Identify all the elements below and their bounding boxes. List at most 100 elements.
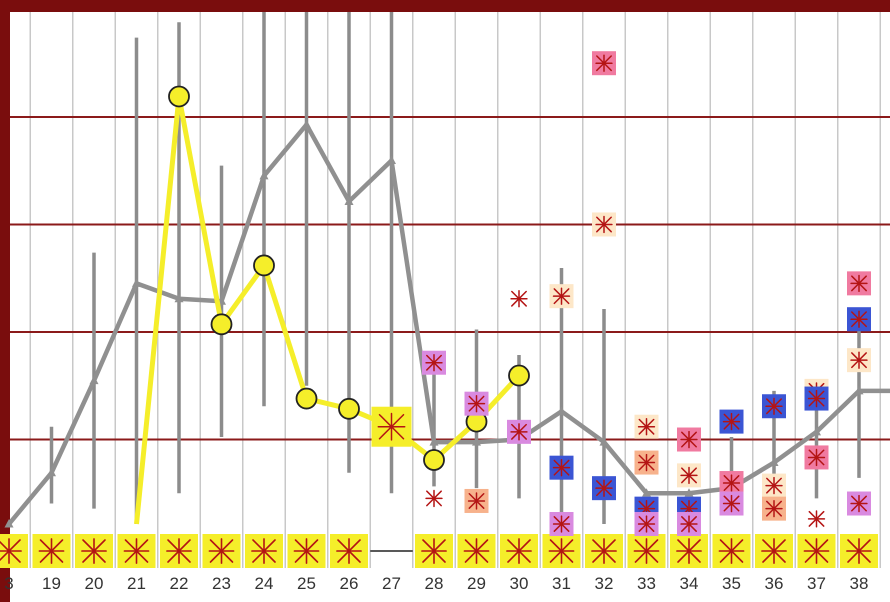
scatter-marker [549, 512, 574, 536]
series-point [174, 293, 184, 303]
scatter-marker [677, 512, 701, 536]
scatter-marker-cross [595, 54, 613, 72]
scatter-marker-cross [595, 215, 613, 234]
scatter-marker-cross [765, 397, 783, 415]
baseline-marker [585, 534, 623, 568]
scatter-marker-cross [722, 494, 741, 513]
scatter-marker-cross [722, 474, 741, 492]
baseline-marker [670, 534, 708, 568]
scatter-marker-cross [680, 430, 698, 449]
scatter-marker-cross [850, 310, 868, 328]
vertical-gridlines [29, 12, 881, 568]
scatter-marker-cross [637, 453, 656, 472]
baseline-marker [840, 534, 878, 568]
scatter-marker [719, 471, 744, 496]
x-tick-label: 19 [42, 574, 61, 593]
scatter-markers [371, 51, 871, 536]
series-point [210, 313, 233, 336]
series-point [812, 426, 821, 436]
scatter-marker-cross [637, 418, 656, 436]
scatter-marker [804, 445, 829, 470]
baseline-marker [415, 534, 453, 568]
x-tick-label: 34 [680, 574, 699, 593]
series-point [854, 385, 864, 395]
x-tick-label: 22 [170, 574, 189, 593]
baseline-marker [330, 534, 368, 568]
scatter-marker-cross [552, 287, 571, 305]
series-point [295, 387, 318, 410]
series-point [168, 85, 190, 108]
scatter-marker [677, 463, 701, 488]
scatter-marker-cross [850, 494, 868, 513]
baseline-marker [457, 534, 496, 568]
scatter-marker-cross [765, 499, 783, 518]
baseline-marker-cross [251, 538, 277, 564]
series-point [642, 488, 651, 497]
scatter-marker-cross [807, 448, 826, 467]
scatter-marker [804, 386, 829, 411]
scatter-marker-cross [552, 459, 571, 477]
scatter-marker-cross [765, 476, 783, 495]
x-tick-label: 26 [340, 574, 359, 593]
baseline-marker [755, 534, 793, 568]
x-tick-label: 31 [552, 574, 571, 593]
baseline-marker-cross [506, 538, 532, 564]
series-point [338, 397, 360, 420]
x-tick-label: 3 [4, 574, 13, 593]
scatter-marker-cross [850, 351, 868, 369]
series-point [599, 437, 609, 446]
scatter-marker [847, 348, 871, 373]
x-tick-label: 32 [595, 574, 614, 593]
scatter-marker-cross [807, 510, 826, 528]
x-tick-label: 25 [297, 574, 316, 593]
baseline-marker-cross [166, 538, 192, 564]
scatter-marker [634, 512, 659, 536]
scatter-marker [422, 350, 446, 375]
horizontal-gridlines [10, 115, 890, 441]
baseline-marker-cross [633, 538, 660, 564]
series-point [557, 406, 566, 415]
scatter-marker [804, 506, 829, 531]
scatter-marker-cross [722, 412, 741, 431]
scatter-marker [719, 409, 744, 434]
scatter-marker-cross [377, 412, 406, 441]
baseline-marker-cross [846, 538, 872, 564]
scatter-marker-cross [425, 354, 443, 372]
scatter-marker [422, 486, 446, 511]
x-tick-label: 29 [467, 574, 486, 593]
series-point [344, 196, 354, 205]
baseline-marker-cross [803, 538, 830, 564]
series-point [253, 254, 275, 277]
scatter-marker-cross [680, 466, 698, 485]
series-point [508, 364, 530, 387]
x-tick-label: 37 [807, 574, 826, 593]
scatter-marker [847, 491, 871, 516]
x-tick-label: 33 [637, 574, 656, 593]
scatter-marker [507, 419, 531, 444]
baseline-marker-cross [421, 538, 447, 564]
x-tick-label: 21 [127, 574, 146, 593]
series-point [472, 437, 481, 446]
x-tick-label: 38 [850, 574, 869, 593]
baseline-marker [117, 534, 156, 568]
baseline-marker [287, 534, 326, 568]
scatter-marker [762, 496, 786, 521]
scatter-marker-cross [510, 290, 528, 308]
x-tick-label: 36 [765, 574, 784, 593]
baseline-markers [0, 534, 878, 568]
x-tick-label: 20 [85, 574, 104, 593]
scatter-marker [634, 414, 659, 439]
scatter-marker [634, 450, 659, 475]
scatter-marker [371, 406, 412, 447]
plot-background [10, 12, 890, 602]
scatter-marker [464, 391, 489, 416]
series-point [429, 437, 439, 446]
baseline-marker [500, 534, 538, 568]
baseline-marker-cross [336, 538, 362, 564]
series-point [684, 488, 694, 497]
series-point [89, 375, 99, 385]
x-tick-label: 24 [255, 574, 274, 593]
scatter-marker [762, 473, 786, 498]
